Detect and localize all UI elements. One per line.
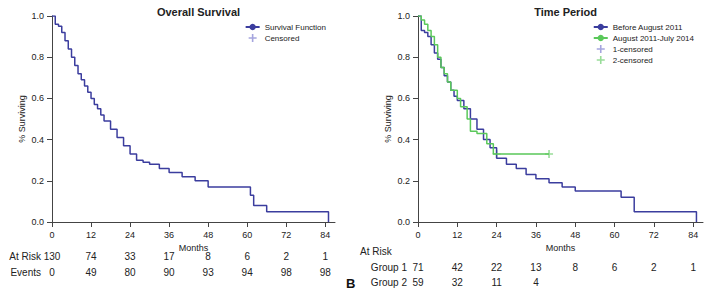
svg-text:1-censored: 1-censored xyxy=(613,45,653,54)
svg-text:11: 11 xyxy=(491,277,502,288)
svg-text:80: 80 xyxy=(125,267,137,278)
svg-text:24: 24 xyxy=(492,230,502,240)
svg-text:33: 33 xyxy=(125,251,137,262)
svg-text:2-censored: 2-censored xyxy=(613,56,653,65)
svg-text:98: 98 xyxy=(281,267,293,278)
svg-text:24: 24 xyxy=(125,230,135,240)
svg-text:Censored: Censored xyxy=(265,34,300,43)
svg-text:1.0: 1.0 xyxy=(31,11,44,21)
svg-text:0: 0 xyxy=(415,230,420,240)
svg-text:93: 93 xyxy=(203,267,215,278)
svg-text:0.4: 0.4 xyxy=(397,135,410,145)
svg-text:94: 94 xyxy=(242,267,254,278)
svg-text:6: 6 xyxy=(612,262,618,273)
svg-text:48: 48 xyxy=(203,230,213,240)
svg-text:0.0: 0.0 xyxy=(397,217,410,227)
svg-text:22: 22 xyxy=(491,262,503,273)
svg-text:Overall Survival: Overall Survival xyxy=(157,6,240,18)
svg-text:4: 4 xyxy=(533,277,539,288)
svg-text:0.6: 0.6 xyxy=(31,93,44,103)
svg-text:32: 32 xyxy=(452,277,464,288)
svg-text:Survival Function: Survival Function xyxy=(265,23,326,32)
svg-text:8: 8 xyxy=(205,250,211,262)
svg-text:0.8: 0.8 xyxy=(397,52,410,62)
svg-text:0.6: 0.6 xyxy=(397,93,410,103)
svg-text:Group 1: Group 1 xyxy=(371,262,408,273)
svg-text:August 2011-July 2014: August 2011-July 2014 xyxy=(613,34,695,43)
svg-text:59: 59 xyxy=(412,277,424,288)
svg-text:Group 2: Group 2 xyxy=(371,277,408,288)
svg-text:0.2: 0.2 xyxy=(397,176,410,186)
svg-text:8: 8 xyxy=(572,262,578,273)
svg-text:49: 49 xyxy=(85,267,97,278)
svg-text:0: 0 xyxy=(49,230,54,240)
svg-text:Before August 2011: Before August 2011 xyxy=(613,23,683,32)
svg-text:Months: Months xyxy=(546,243,576,253)
svg-text:1: 1 xyxy=(322,251,328,262)
svg-text:84: 84 xyxy=(320,230,330,240)
svg-text:0: 0 xyxy=(49,267,55,278)
svg-text:17: 17 xyxy=(164,251,176,262)
svg-text:2: 2 xyxy=(283,251,289,262)
svg-text:0.2: 0.2 xyxy=(31,176,44,186)
svg-text:60: 60 xyxy=(610,230,620,240)
svg-text:42: 42 xyxy=(452,262,464,273)
svg-text:At Risk: At Risk xyxy=(9,251,42,262)
svg-text:90: 90 xyxy=(164,267,176,278)
svg-text:0.8: 0.8 xyxy=(31,52,44,62)
svg-text:0.4: 0.4 xyxy=(31,135,44,145)
svg-text:98: 98 xyxy=(320,267,332,278)
svg-text:72: 72 xyxy=(281,230,291,240)
svg-text:71: 71 xyxy=(412,262,424,273)
svg-text:At Risk: At Risk xyxy=(360,246,393,257)
svg-text:1: 1 xyxy=(690,262,696,273)
svg-text:12: 12 xyxy=(86,230,96,240)
svg-text:72: 72 xyxy=(649,230,659,240)
svg-text:6: 6 xyxy=(244,251,250,262)
svg-text:Months: Months xyxy=(179,243,209,253)
svg-text:Events: Events xyxy=(10,267,41,278)
svg-text:130: 130 xyxy=(44,251,61,262)
svg-text:60: 60 xyxy=(242,230,252,240)
svg-text:48: 48 xyxy=(570,230,580,240)
svg-text:13: 13 xyxy=(530,262,542,273)
svg-text:74: 74 xyxy=(85,251,97,262)
svg-text:84: 84 xyxy=(688,230,698,240)
svg-text:% Surviving: % Surviving xyxy=(17,95,27,143)
svg-text:% Surviving: % Surviving xyxy=(383,95,393,143)
svg-text:1.0: 1.0 xyxy=(397,11,410,21)
svg-text:Time Period: Time Period xyxy=(534,6,597,18)
svg-text:12: 12 xyxy=(452,230,462,240)
svg-text:B: B xyxy=(346,276,355,291)
svg-text:0.0: 0.0 xyxy=(31,217,44,227)
svg-text:36: 36 xyxy=(531,230,541,240)
svg-text:36: 36 xyxy=(164,230,174,240)
svg-text:2: 2 xyxy=(651,262,657,273)
